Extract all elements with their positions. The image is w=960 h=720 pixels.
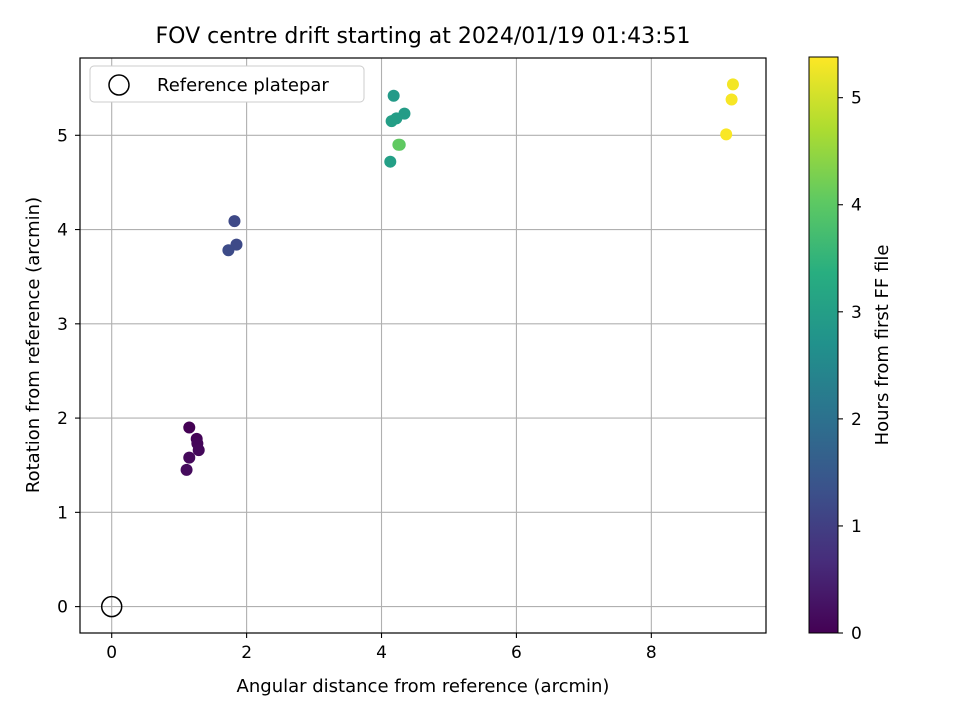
x-tick-label: 6 <box>511 643 522 663</box>
points-layer <box>100 78 739 618</box>
legend: Reference platepar <box>89 65 365 103</box>
x-tick-label: 2 <box>241 643 252 663</box>
x-tick-label: 4 <box>376 643 387 663</box>
y-tick-label: 0 <box>57 598 68 618</box>
colorbar-tick-label: 0 <box>851 624 862 644</box>
scatter-point <box>183 421 196 434</box>
y-tick-label: 3 <box>57 315 68 335</box>
grid <box>80 58 766 633</box>
y-tick-label: 2 <box>57 409 68 429</box>
scatter-point <box>720 128 733 141</box>
x-axis-label: Angular distance from reference (arcmin) <box>237 676 610 697</box>
colorbar-tick-label: 5 <box>851 89 862 109</box>
plot-frame <box>79 57 767 634</box>
scatter-point <box>183 451 196 464</box>
y-tick-label: 5 <box>57 126 68 146</box>
y-axis: 0 1 2 3 4 5 <box>57 126 80 618</box>
legend-label-reference: Reference platepar <box>157 75 329 96</box>
x-tick-label: 8 <box>646 643 657 663</box>
colorbar-tick-label: 4 <box>851 196 862 216</box>
scatter-point <box>192 444 205 457</box>
colorbar-tick-label: 1 <box>851 517 862 537</box>
scatter-point <box>384 155 397 168</box>
y-tick-label: 4 <box>57 221 68 241</box>
scatter-point <box>180 463 193 476</box>
scatter-point <box>392 138 405 151</box>
y-tick-label: 1 <box>57 503 68 523</box>
legend-marker-reference <box>108 74 130 96</box>
chart-title: FOV centre drift starting at 2024/01/19 … <box>156 24 691 49</box>
colorbar-ticks: 0 1 2 3 4 5 <box>838 89 862 644</box>
x-tick-label: 0 <box>106 643 117 663</box>
scatter-point <box>725 93 738 106</box>
colorbar-label: Hours from first FF file <box>872 245 893 446</box>
reference-point <box>100 595 123 618</box>
colorbar-tick-label: 2 <box>851 410 862 430</box>
scatter-point <box>726 78 739 91</box>
colorbar-gradient <box>808 56 839 634</box>
scatter-point <box>387 89 400 102</box>
legend-box <box>89 65 365 103</box>
y-axis-label: Rotation from reference (arcmin) <box>23 197 44 493</box>
colorbar: 0 1 2 3 4 5 Hours from first FF file <box>808 56 893 644</box>
scatter-point <box>222 244 235 257</box>
colorbar-tick-label: 3 <box>851 303 862 323</box>
scatter-point <box>385 115 398 128</box>
scatter-point <box>228 215 241 228</box>
x-axis: 0 2 4 6 8 <box>106 633 657 663</box>
